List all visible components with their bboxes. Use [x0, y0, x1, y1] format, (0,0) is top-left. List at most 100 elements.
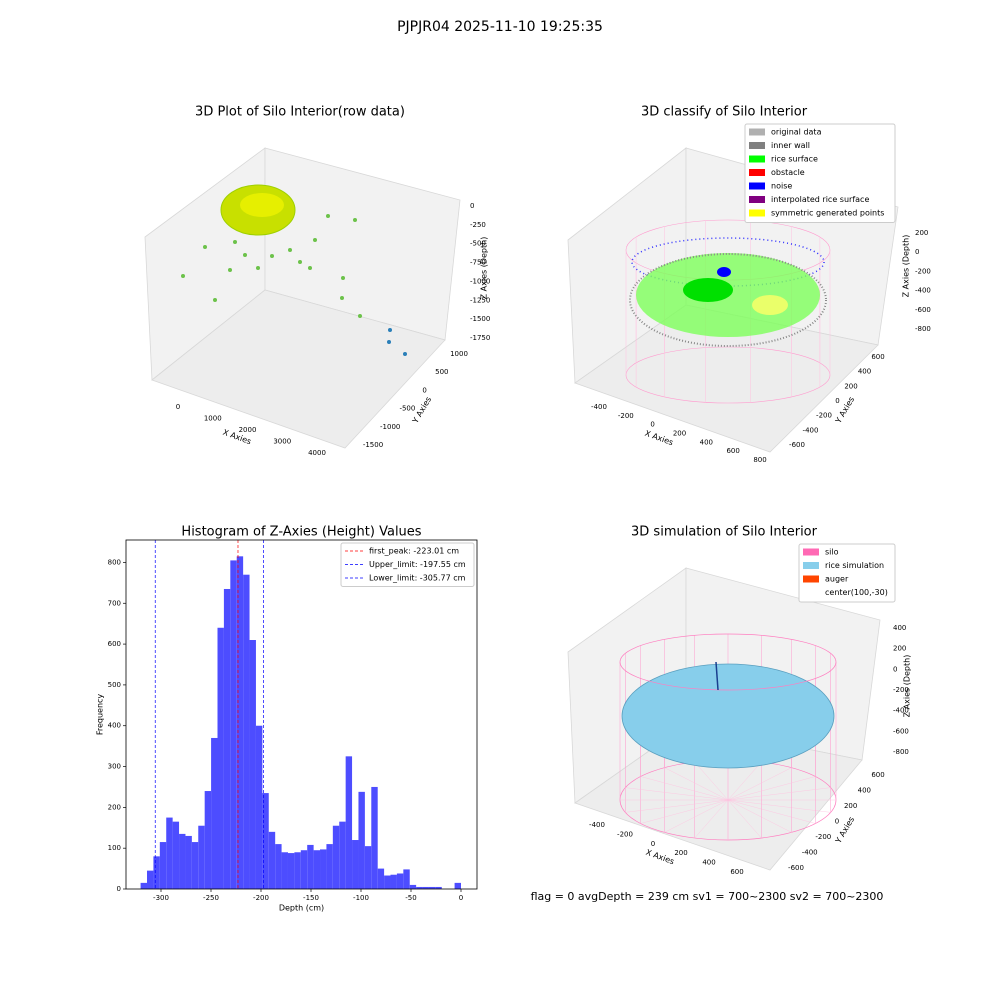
z-tick-label: -1250 [470, 296, 490, 304]
x-tick-label: -400 [589, 821, 605, 829]
legend-swatch [749, 142, 765, 149]
auger [715, 661, 719, 691]
z-tick-label: -750 [470, 259, 486, 267]
histogram-bar [217, 627, 224, 889]
histogram-bar [211, 737, 218, 889]
silo-wire [727, 776, 816, 801]
z-tick-label: 400 [893, 624, 906, 632]
subplot-title: Histogram of Z-Axies (Height) Values [181, 525, 421, 540]
y-tick-label: 0 [835, 818, 839, 826]
legend-label: rice simulation [825, 561, 884, 570]
histogram-bar [307, 844, 314, 889]
histogram-bar [153, 856, 160, 889]
y-tick-label: 0 [835, 397, 839, 405]
y-tick-label: 600 [871, 353, 884, 361]
histogram-bar [428, 886, 436, 889]
legend-swatch [749, 128, 765, 136]
y-tick-label: -200 [815, 833, 831, 841]
legend-label: center(100,-30) [825, 588, 888, 597]
silo-wire [664, 767, 729, 801]
histogram-bar [236, 556, 244, 889]
x-tick-label: -100 [353, 894, 369, 902]
histogram-bar [371, 786, 378, 889]
x-tick-label: -200 [617, 830, 633, 838]
x-tick-label: 0 [651, 840, 655, 848]
x-tick-label: -250 [203, 894, 219, 902]
histogram-bar [204, 791, 212, 889]
legend-swatch [749, 209, 765, 217]
point [213, 298, 217, 302]
z-tick-label: -400 [893, 707, 909, 715]
legend-box [744, 123, 896, 223]
silo-wire [664, 799, 729, 833]
x-axis-label: X Axies [645, 848, 676, 867]
wall-cloud [629, 253, 827, 347]
histogram-bar [159, 842, 167, 889]
x-tick-label: -300 [153, 894, 169, 902]
x-tick-label: 4000 [308, 449, 326, 457]
legend-label: inner wall [771, 141, 810, 150]
silo-wire [694, 761, 729, 801]
z-tick-label: 200 [893, 645, 906, 653]
subplot-title: 3D Plot of Silo Interior(row data) [195, 105, 405, 120]
point [313, 238, 317, 242]
y-tick-label: -600 [788, 864, 804, 872]
point [270, 254, 274, 258]
legend-label: Upper_limit: -197.55 cm [369, 560, 466, 569]
y-tick-label: 400 [858, 787, 871, 795]
silo-wire [727, 799, 816, 824]
point [288, 248, 292, 252]
silo-wire [727, 787, 831, 801]
histogram-bar [384, 875, 391, 889]
x-tick-label: 1000 [204, 415, 222, 423]
x-tick-label: -200 [253, 894, 269, 902]
x-tick-label: 600 [726, 447, 739, 455]
z-tick-label: -500 [470, 240, 486, 248]
silo-wire [727, 799, 831, 813]
z-axis-label: Z Axies (Depth) [902, 235, 911, 298]
legend-swatch [803, 548, 819, 556]
z-tick-label: 0 [893, 665, 897, 673]
legend-label: silo [825, 548, 839, 557]
x-tick-label: -150 [303, 894, 319, 902]
z-tick-label: -200 [915, 267, 931, 275]
histogram-bar [326, 844, 333, 889]
z-tick-label: -1750 [470, 334, 490, 342]
y-tick-label: 1000 [450, 350, 468, 358]
legend-box [798, 543, 896, 603]
subplot-title: 3D classify of Silo Interior [641, 105, 808, 120]
y-tick-label: 600 [108, 640, 121, 648]
histogram-bar [140, 882, 148, 889]
histogram-bar [320, 849, 327, 889]
z-tick-label: 0 [915, 248, 919, 256]
histogram-bar [454, 882, 461, 889]
histogram-bar [352, 840, 359, 889]
obstacle-cloud [717, 267, 731, 277]
histogram-bar [422, 886, 429, 889]
y-tick-label: -400 [803, 426, 819, 434]
x-tick-label: 400 [700, 438, 713, 446]
y-tick-label: 400 [108, 722, 121, 730]
point [298, 260, 302, 264]
histogram-bar [390, 874, 397, 889]
point [341, 276, 345, 280]
y-tick-label: -1500 [363, 441, 383, 449]
histogram-bar [377, 868, 385, 889]
y-tick-label: 500 [435, 368, 448, 376]
histogram-bar [313, 850, 321, 889]
point [308, 266, 312, 270]
silo-wire [640, 799, 729, 824]
silo-wire [727, 761, 762, 801]
y-tick-label: 200 [844, 382, 857, 390]
point [181, 274, 185, 278]
z-tick-label: 200 [915, 229, 928, 237]
histogram-bar [345, 756, 353, 889]
y-tick-label: 200 [844, 802, 857, 810]
noise-ring [631, 237, 825, 287]
legend-label: first_peak: -223.01 cm [369, 547, 459, 556]
y-tick-label: -200 [816, 412, 832, 420]
point [353, 218, 357, 222]
legend-label: Lower_limit: -305.77 cm [369, 574, 466, 583]
histogram-bar [364, 846, 372, 889]
